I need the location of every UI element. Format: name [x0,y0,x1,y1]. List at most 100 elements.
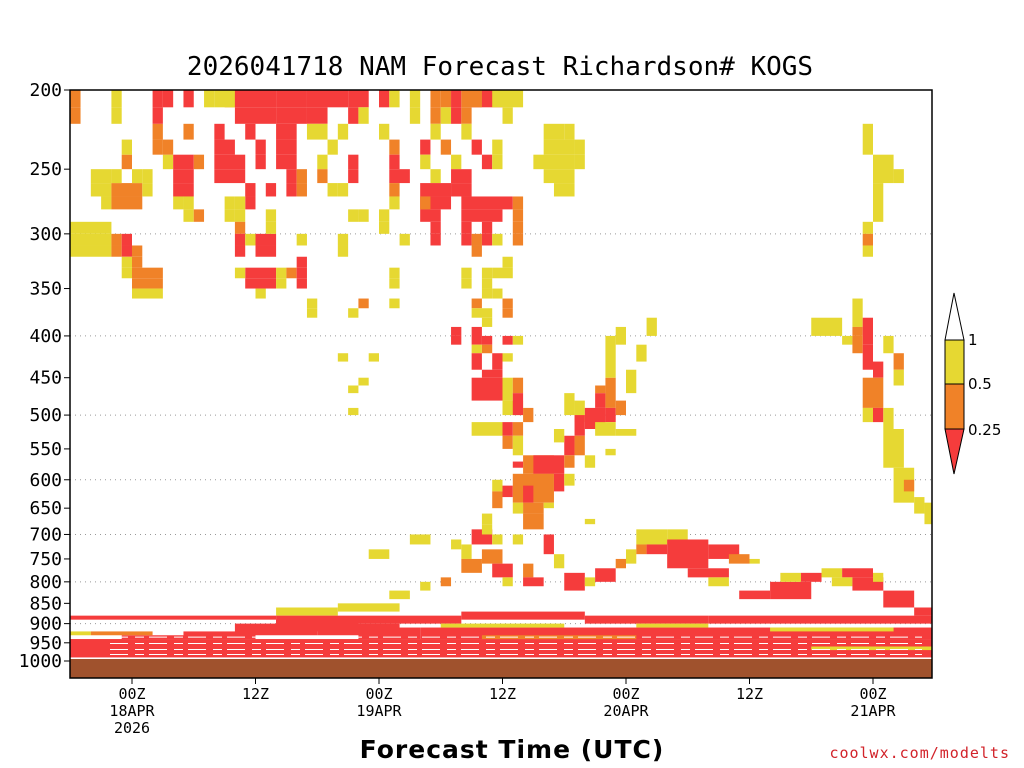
ri-cell [852,326,863,336]
ri-cell [502,485,513,498]
ri-cell [543,502,554,509]
ri-cell [379,615,462,624]
ri-cell [523,502,544,514]
ri-cell [512,435,524,456]
ri-cell [121,245,132,257]
ri-cell [862,344,873,370]
ri-cell [564,473,575,486]
ri-cell [543,534,554,555]
ri-cells [70,90,932,658]
ri-cell [584,577,596,587]
ri-cell [70,107,81,124]
ri-cell [70,615,277,620]
ri-cell [574,154,585,170]
ri-cell [440,623,565,628]
ri-cell [286,169,297,184]
ri-cell [831,577,853,587]
ri-cell [862,233,873,246]
ri-cell [358,377,369,386]
ri-cell [276,278,287,289]
ri-cell [471,353,482,370]
ri-cell [461,107,472,124]
ri-cell [296,233,307,246]
ri-cell [152,107,163,124]
ri-cell [862,377,884,408]
ri-cell [481,335,493,345]
ri-cell [379,123,390,140]
ri-cell [873,183,884,222]
ri-cell [420,209,441,222]
ri-cell [481,267,493,279]
ri-cell [70,90,81,108]
ri-cell [234,209,246,222]
x-tick-label: 18APR [109,702,155,720]
ri-cell [492,491,503,509]
ri-cell [512,534,524,545]
ri-cell [873,407,884,423]
ri-cell [492,479,503,492]
ri-cell [564,455,575,468]
ri-cell [337,183,349,197]
ri-cell [348,407,359,416]
ri-cell [214,123,225,140]
y-tick-label: 900 [29,614,62,635]
ri-cell [152,123,163,140]
ri-cell [337,123,349,140]
ri-cell [224,196,235,210]
ri-cell [780,572,801,582]
ri-cell [636,529,668,545]
ri-cell [348,169,359,184]
y-axis: 200 250 300 350 400 450 500 550 600 650 700 7508008… [19,80,70,672]
ri-cell [389,90,400,108]
ri-cell [204,90,215,108]
ri-cell [358,107,369,124]
ri-cell [296,256,307,268]
ri-cell [564,123,575,140]
ri-cell [409,90,421,108]
ri-cell [533,154,575,170]
credit-text[interactable]: coolwx.com/modelts [829,744,1010,762]
colorbar-legend: 1 0.5 0.25 [944,292,1001,475]
ri-cell [70,650,932,656]
y-tick-label: 450 [29,368,62,389]
ri-cell [420,183,452,197]
ri-cell [173,196,184,210]
y-tick-label: 200 [29,80,62,101]
ri-cell [595,385,606,394]
ri-cell [553,473,565,492]
ri-cell [595,568,616,582]
ri-cell [265,183,277,197]
ri-cell [502,577,513,587]
ri-cell [451,169,472,184]
ri-cell [492,233,503,246]
ri-cell [337,245,349,257]
ri-cell [924,502,932,525]
ri-cell [245,233,256,246]
ri-cell [471,308,493,318]
ri-cell [461,267,472,279]
ri-cell [276,123,297,140]
ri-cell [893,169,904,184]
ri-cell [90,631,153,636]
ri-cell [873,361,884,378]
ri-cell [471,245,482,257]
ri-cell [584,455,596,468]
ri-cell [245,267,277,279]
ri-cell [564,572,585,591]
ri-cell [492,288,503,299]
ri-cell [234,267,246,279]
ri-cell [481,513,493,525]
ri-cell [389,590,410,600]
ri-cell [636,544,647,555]
ri-cell [348,385,359,394]
ri-cell [440,139,452,155]
ri-cell [883,428,904,468]
ri-cell [70,245,112,257]
y-tick-label: 350 [29,279,62,300]
x-tick-label: 19APR [356,702,402,720]
ri-cell [245,123,256,140]
ri-cell [255,233,277,246]
ri-cell [409,107,421,124]
